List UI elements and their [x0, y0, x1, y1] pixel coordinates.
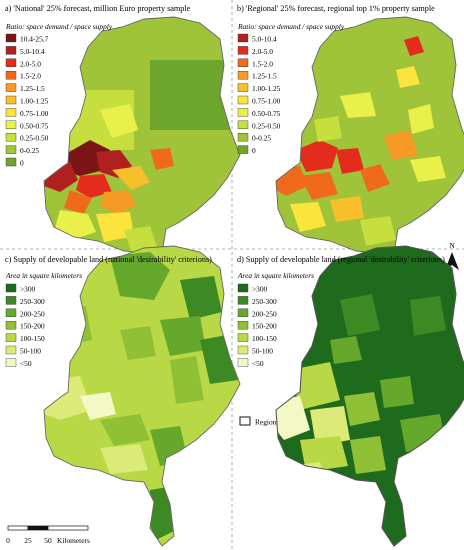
legend-label: 0-0.25: [20, 146, 39, 155]
legend-label: 1.00-1.25: [20, 97, 49, 106]
legend-label: 150-200: [20, 322, 45, 331]
legend-label: 0-0.25: [252, 134, 271, 143]
panel-c-legend-title: Area in square kilometers: [5, 271, 82, 280]
scale-tick-50: 50: [44, 536, 52, 545]
legend-swatch: [237, 95, 249, 105]
map-c: [44, 246, 240, 546]
legend-swatch: [237, 83, 249, 92]
scale-tick-25: 25: [24, 536, 32, 545]
legend-swatch: [5, 132, 17, 142]
legend-label: 2.0-5.0: [252, 47, 273, 56]
panel-b-title: b) 'Regional' 25% forecast, regional top…: [237, 4, 435, 13]
legend-label: 250-300: [20, 297, 45, 306]
panel-d-legend: >300 250-300 200-250 150-200 100-150 50-100 <5…: [237, 283, 277, 368]
legend-swatch: [237, 296, 249, 305]
legend-label: 1.25-1.5: [20, 84, 45, 93]
legend-label: 0.75-1.00: [252, 97, 281, 106]
legend-label: 0.25-0.50: [20, 134, 49, 143]
legend-swatch: [237, 358, 249, 367]
legend-label: 200-250: [252, 309, 277, 318]
legend-swatch: [237, 33, 249, 43]
legend-label: 50-100: [20, 347, 41, 356]
legend-label: 0.50-0.75: [252, 109, 281, 118]
legend-label: 250-300: [252, 297, 277, 306]
legend-label: 0.50-0.75: [20, 121, 49, 130]
legend-swatch: [237, 46, 249, 55]
north-label: N: [449, 241, 455, 250]
legend-swatch: [237, 345, 249, 355]
legend-swatch: [237, 120, 249, 130]
panel-a-legend: 10.4-25.7 5.0-10.4 2.0-5.0 1.5-2.0 1.25-1.5 1…: [5, 33, 49, 168]
panel-d-title: d) Supply of developable land (regional …: [237, 255, 445, 264]
legend-swatch: [237, 308, 249, 317]
legend-swatch: [5, 108, 17, 117]
legend-label: 0: [20, 159, 24, 168]
scale-bar: 0 25 50 Kilometers: [6, 525, 90, 545]
legend-label: 5.0-10.4: [20, 47, 45, 56]
legend-label: 200-250: [20, 309, 45, 318]
scale-unit: Kilometers: [57, 536, 90, 545]
legend-label: 1.5-2.0: [20, 72, 41, 81]
legend-swatch: [237, 333, 249, 342]
panel-c: c) Supply of developable land (national …: [5, 245, 241, 547]
panel-c-title: c) Supply of developable land (national …: [5, 255, 212, 264]
legend-swatch: [5, 321, 17, 330]
legend-swatch: [5, 283, 17, 293]
legend-swatch: [5, 345, 17, 355]
legend-swatch: [237, 145, 249, 154]
legend-swatch: [237, 58, 249, 67]
legend-swatch: [5, 358, 17, 367]
legend-swatch: [5, 333, 17, 342]
legend-label: >300: [20, 285, 36, 294]
legend-label: 150-200: [252, 322, 277, 331]
panel-d-legend-title: Area in square kilometers: [237, 271, 314, 280]
legend-label: 0: [252, 146, 256, 155]
panel-b-legend: 5.0-10.4 2.0-5.0 1.5-2.0 1.25-1.5 1.00-1.25 0…: [237, 33, 281, 155]
panel-b-legend-title: Ratio: space demand / space supply: [237, 22, 345, 31]
legend-label: 100-150: [20, 334, 45, 343]
legend-label: <50: [20, 359, 32, 368]
legend-label: >300: [252, 285, 268, 294]
legend-swatch: [5, 83, 17, 92]
legend-label: 1.00-1.25: [252, 84, 281, 93]
legend-swatch: [5, 120, 17, 130]
legend-swatch: [5, 95, 17, 105]
legend-label: 2.0-5.0: [20, 59, 41, 68]
legend-swatch: [5, 46, 17, 55]
legend-swatch: [5, 308, 17, 317]
legend-swatch: [5, 33, 17, 43]
panel-a-legend-title: Ratio: space demand / space supply: [5, 22, 113, 31]
legend-label: 1.25-1.5: [252, 72, 277, 81]
scale-tick-0: 0: [6, 536, 10, 545]
legend-swatch: [237, 283, 249, 293]
map-d: [276, 246, 464, 546]
legend-label: 10.4-25.7: [20, 35, 49, 44]
legend-label: 1.5-2.0: [252, 59, 273, 68]
legend-label: 0.75-1.00: [20, 109, 49, 118]
legend-swatch: [237, 132, 249, 142]
legend-swatch: [237, 70, 249, 80]
legend-swatch: [237, 321, 249, 330]
panel-d: d) Supply of developable land (regional …: [237, 245, 464, 547]
legend-swatch: [5, 58, 17, 67]
legend-swatch: [5, 157, 17, 167]
legend-swatch: [5, 296, 17, 305]
legend-label: 0.25-0.50: [252, 121, 281, 130]
legend-swatch: [5, 145, 17, 154]
region-legend: Region: [239, 416, 277, 427]
panel-a-title: a) 'National' 25% forecast, million Euro…: [5, 4, 191, 13]
legend-swatch: [5, 70, 17, 80]
legend-label: 100-150: [252, 334, 277, 343]
legend-label: 50-100: [252, 347, 273, 356]
legend-label: 5.0-10.4: [252, 35, 277, 44]
panel-c-legend: >300 250-300 200-250 150-200 100-150 50-100 <5…: [5, 283, 45, 368]
region-legend-label: Region: [255, 418, 277, 427]
legend-swatch: [237, 108, 249, 117]
legend-label: <50: [252, 359, 264, 368]
